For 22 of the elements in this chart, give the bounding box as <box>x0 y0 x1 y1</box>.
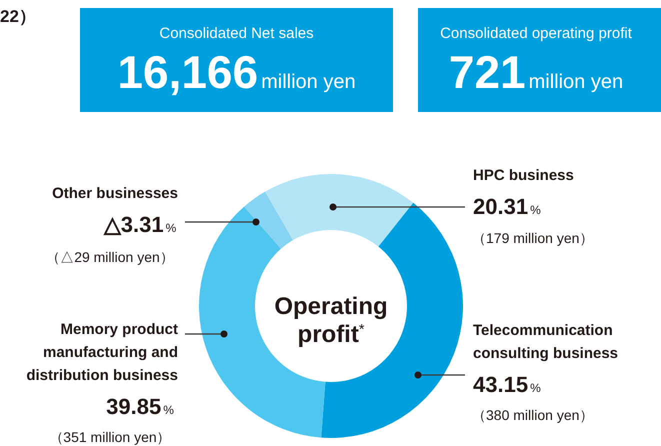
text: 22） <box>0 7 36 26</box>
data-label: 43.15% <box>473 372 542 397</box>
text: Operating profit$^{*}$ <box>274 293 388 348</box>
slice-label: Other businesses <box>52 185 178 202</box>
text: 16,166 <box>117 46 258 98</box>
text: Consolidated Net sales <box>159 25 314 42</box>
text: 721 <box>448 46 526 98</box>
donut-slice <box>265 174 414 247</box>
slice-label: HPC business <box>473 167 574 184</box>
data-label: 20.31% <box>473 194 542 219</box>
text: （△29 million yen） <box>46 249 174 265</box>
text: （380 million yen） <box>472 407 594 423</box>
donut-slice <box>244 192 293 249</box>
text: Consolidated operating profit <box>440 25 633 42</box>
data-label: 39.85% <box>106 394 174 419</box>
slice-label: Telecommunication consulting business <box>473 322 618 362</box>
text: （179 million yen） <box>472 230 594 246</box>
text: million yen <box>261 71 356 93</box>
text: million yen <box>528 71 624 93</box>
data-label: △3.31% <box>102 212 177 237</box>
text: （351 million yen） <box>49 429 171 445</box>
slice-label: Memory product manufacturing and distribution business <box>26 321 178 384</box>
